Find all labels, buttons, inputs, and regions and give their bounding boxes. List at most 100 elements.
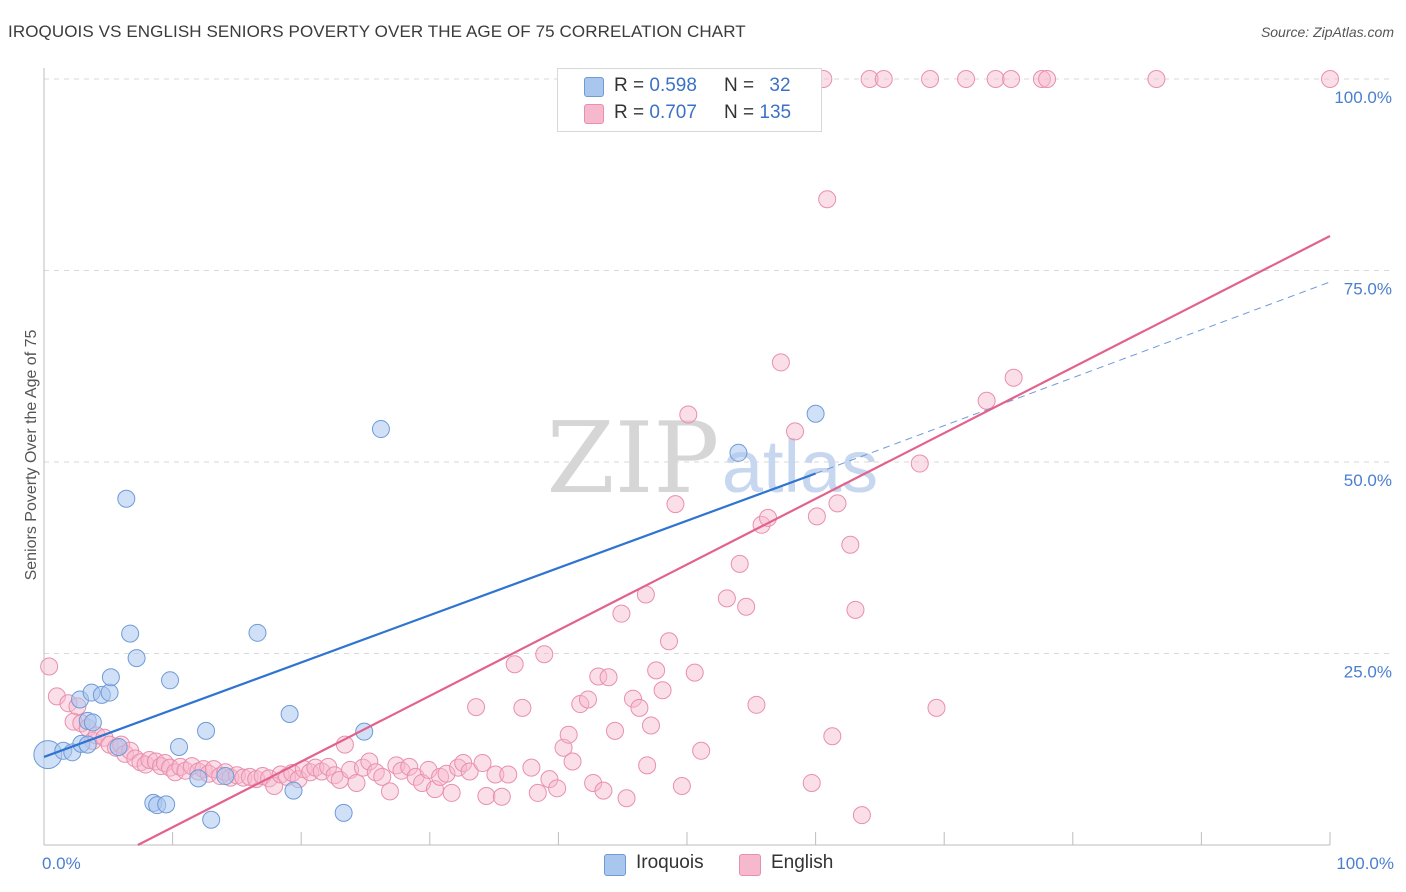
y-tick-labels: 25.0% 50.0% 75.0% 100.0% [1334, 88, 1392, 682]
english-point [419, 760, 438, 779]
iroquois-point [121, 624, 140, 643]
y-tick-label: 50.0% [1344, 471, 1392, 490]
english-point [841, 535, 860, 554]
iroquois-legend-label: Iroquois [636, 852, 704, 873]
english-point [234, 768, 253, 787]
english-point [717, 589, 736, 608]
x-tick-label: 100.0% [1336, 854, 1394, 873]
english-point [578, 690, 597, 709]
english-point [513, 698, 532, 717]
english-point [528, 783, 547, 802]
english-point [467, 698, 486, 717]
n-value: 135 [759, 102, 792, 123]
n-label: N = [724, 102, 755, 123]
english-r: R = 0.707 [614, 102, 697, 124]
iroquois-point [170, 737, 189, 756]
english-point [957, 70, 976, 88]
english-point [400, 757, 419, 776]
english-point [828, 494, 847, 513]
english-point [874, 70, 893, 88]
english-swatch [584, 104, 604, 124]
english-point [641, 716, 660, 735]
iroquois-point [117, 489, 136, 508]
english-point [823, 727, 842, 746]
english-point [1002, 70, 1021, 88]
english-point [747, 695, 766, 714]
iroquois-point [101, 668, 120, 687]
english-point [617, 789, 636, 808]
english-point [477, 786, 496, 805]
r-label: R = [614, 75, 645, 96]
english-point [910, 454, 929, 473]
english-point [977, 391, 996, 410]
english-point [373, 767, 392, 786]
english-point [492, 787, 511, 806]
english-n: N = 135 [724, 102, 791, 124]
english-point [265, 777, 284, 796]
english-point [852, 806, 871, 825]
english-point [685, 663, 704, 682]
iroquois-point [280, 705, 299, 724]
iroquois-point [284, 781, 303, 800]
n-label: N = [724, 75, 755, 96]
y-tick-label: 100.0% [1334, 88, 1392, 107]
iroquois-trend-extension [815, 281, 1331, 474]
iroquois-point [109, 737, 128, 756]
english-point [986, 70, 1005, 88]
iroquois-point [371, 420, 390, 439]
iroquois-point [83, 713, 102, 732]
english-point [486, 765, 505, 784]
english-point [360, 752, 379, 771]
english-point [499, 765, 518, 784]
english-point [623, 689, 642, 708]
iroquois-legend-swatch [604, 854, 626, 876]
english-point [584, 773, 603, 792]
english-point [1032, 70, 1051, 88]
english-point [638, 756, 657, 775]
grid-lines [44, 78, 1392, 654]
english-point [771, 353, 790, 372]
iroquois-point [334, 803, 353, 822]
y-tick-label: 25.0% [1344, 663, 1392, 682]
iroquois-point [216, 767, 235, 786]
r-label: R = [614, 102, 645, 123]
english-point [666, 495, 685, 514]
english-point [807, 507, 826, 526]
english-point [672, 777, 691, 796]
english-point [366, 763, 385, 782]
y-tick-label: 75.0% [1344, 280, 1392, 299]
english-point [589, 667, 608, 686]
english-point [802, 773, 821, 792]
english-point [522, 758, 541, 777]
english-trend-line [137, 235, 1331, 846]
english-point [786, 422, 805, 441]
english-point [47, 687, 66, 706]
english-point [140, 750, 159, 769]
english-point [692, 741, 711, 760]
english-point [1004, 368, 1023, 387]
source-label: Source: ZipAtlas.com [1260, 24, 1394, 40]
x-tick-label: 0.0% [42, 854, 81, 873]
english-point [659, 632, 678, 651]
english-point [737, 597, 756, 616]
english-legend-label: English [771, 852, 834, 873]
english-point [548, 779, 567, 798]
english-point [347, 773, 366, 792]
english-legend-swatch [739, 854, 761, 876]
english-point [605, 721, 624, 740]
iroquois-n: N = 32 [724, 75, 791, 97]
iroquois-swatch [584, 77, 604, 97]
english-point [612, 604, 631, 623]
english-point [540, 770, 559, 789]
english-point [921, 70, 940, 88]
chart-title: IROQUOIS VS ENGLISH SENIORS POVERTY OVER… [8, 22, 746, 41]
english-point [563, 752, 582, 771]
english-point [1321, 70, 1339, 88]
iroquois-point [189, 769, 208, 788]
iroquois-point [729, 443, 748, 462]
english-point [594, 781, 613, 800]
iroquois-r: R = 0.598 [614, 75, 697, 97]
english-point [679, 405, 698, 424]
watermark-zip: ZIP [547, 402, 720, 516]
english-point [653, 681, 672, 700]
